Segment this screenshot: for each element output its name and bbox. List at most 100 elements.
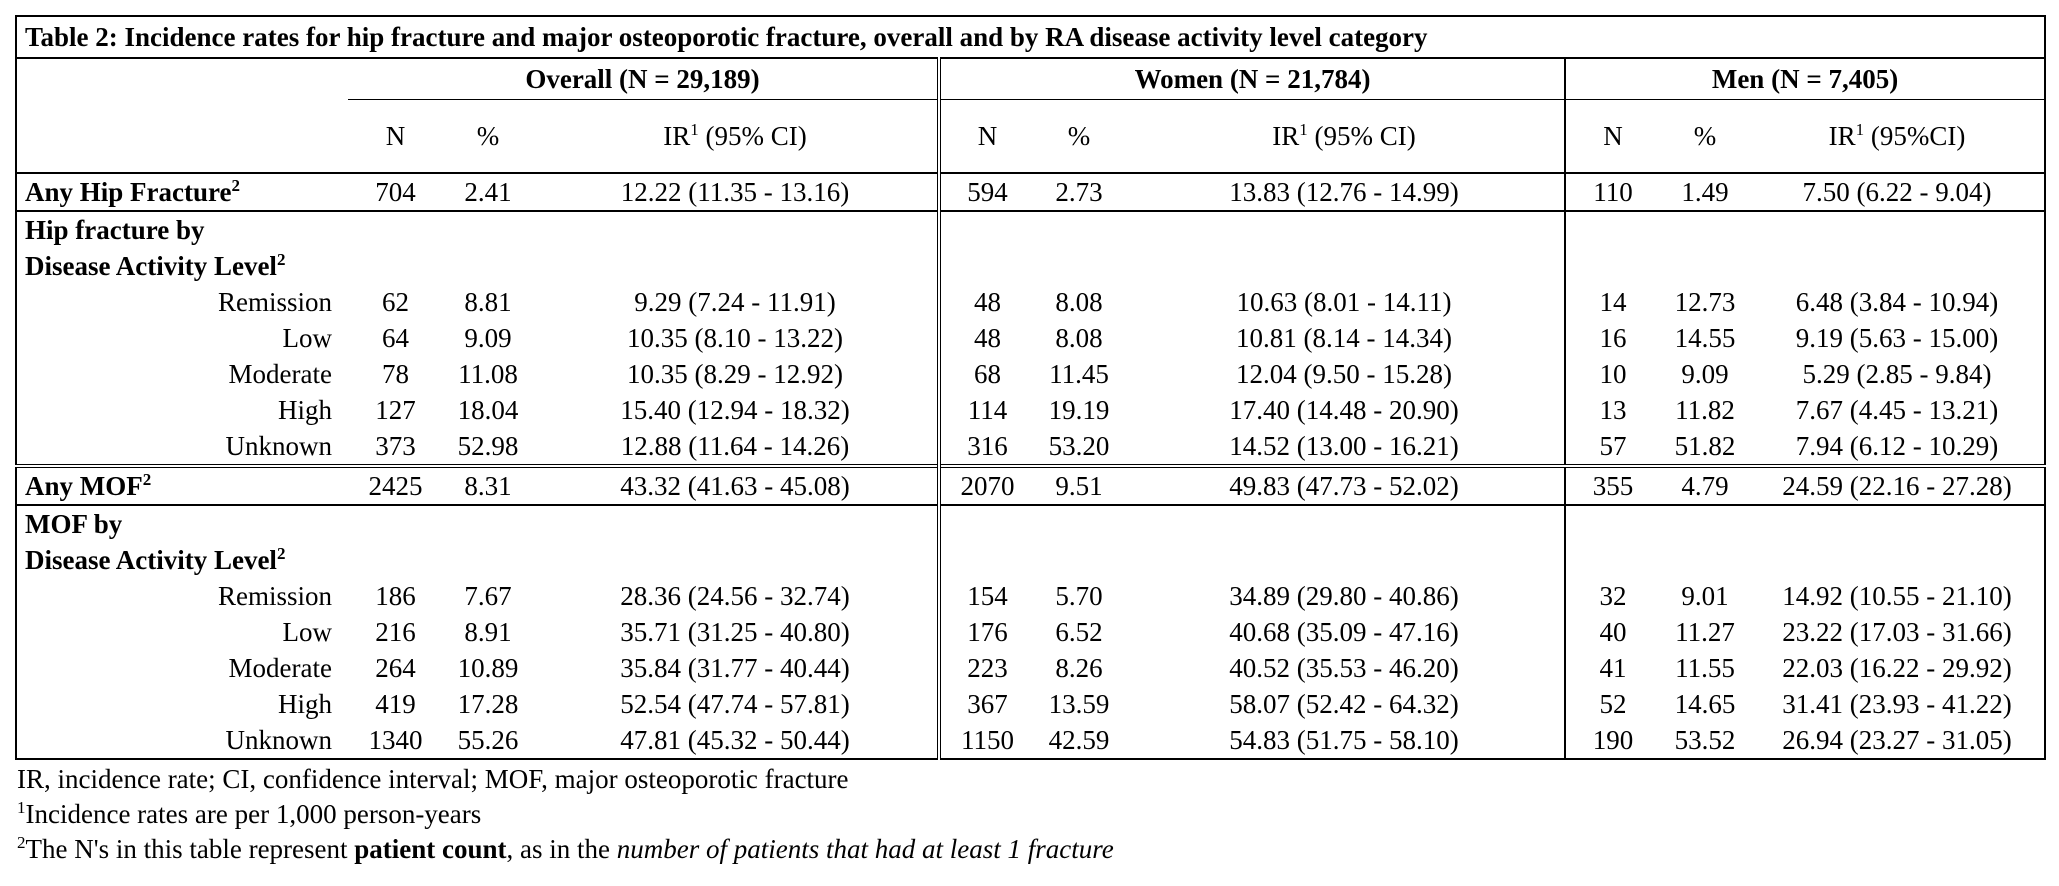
footnote-2-text-b: , as in the <box>506 834 617 864</box>
cell-ir-women: 49.83 (47.73 - 52.02) <box>1124 464 1566 505</box>
empty-cell <box>1124 542 1566 578</box>
row-label-category: Remission <box>15 284 348 320</box>
cell-n-women: 48 <box>974 287 1001 317</box>
cell-ir-overall: 35.84 (31.77 - 40.44) <box>533 650 941 686</box>
row-label-category: Low <box>15 614 348 650</box>
empty-cell <box>533 210 941 248</box>
cell-pct-men: 14.55 <box>1674 323 1736 353</box>
empty-cell <box>443 210 533 248</box>
cell-n-overall: 64 <box>382 323 409 353</box>
empty-cell <box>939 542 1034 578</box>
table-container: Table 2: Incidence rates for hip fractur… <box>14 15 2047 867</box>
footnote-ref: 2 <box>276 544 286 563</box>
table-row: Unknown 1340 55.26 47.81 (45.32 - 50.44) 115… <box>15 722 2047 760</box>
empty-cell <box>533 504 941 542</box>
empty-cell <box>1750 248 2047 284</box>
cell-ir-women: 10.63 (8.01 - 14.11) <box>1124 284 1566 320</box>
row-label-category: Unknown <box>15 722 348 760</box>
cell-n-women: 114 <box>967 395 1008 425</box>
cell-n-overall: 62 <box>382 287 409 317</box>
cell-ir-men: 5.29 (2.85 - 9.84) <box>1750 356 2047 392</box>
cell-ir-men: 9.19 (5.63 - 15.00) <box>1750 320 2047 356</box>
subheader-n-women: N <box>977 121 998 151</box>
label-text: Any MOF <box>25 471 143 501</box>
cell-ir-women: 34.89 (29.80 - 40.86) <box>1124 578 1566 614</box>
empty-cell <box>443 504 533 542</box>
table-row: Disease Activity Level2 <box>15 542 2047 578</box>
empty-cell <box>443 542 533 578</box>
table-row: Remission 186 7.67 28.36 (24.56 - 32.74) 154… <box>15 578 2047 614</box>
cell-pct-overall: 9.09 <box>464 323 512 353</box>
cell-pct-overall: 2.41 <box>443 172 533 211</box>
table-row: Remission 62 8.81 9.29 (7.24 - 11.91) 48 8.08… <box>15 284 2047 320</box>
footnote-1-marker: 1 <box>17 798 26 817</box>
cell-n-overall: 419 <box>375 689 416 719</box>
footnote-1-text: Incidence rates are per 1,000 person-yea… <box>25 799 482 829</box>
table-row: Low 64 9.09 10.35 (8.10 - 13.22) 48 8.08 10.81… <box>15 320 2047 356</box>
cell-n-men: 41 <box>1599 653 1627 683</box>
cell-ir-women: 54.83 (51.75 - 58.10) <box>1124 722 1566 760</box>
cell-n-overall: 216 <box>375 617 416 647</box>
empty-cell <box>348 504 443 542</box>
cell-pct-women: 53.20 <box>1048 431 1110 461</box>
empty-cell <box>1034 248 1124 284</box>
cell-pct-overall: 8.31 <box>443 464 533 505</box>
table-row: Disease Activity Level2 <box>15 248 2047 284</box>
table-row: Moderate 264 10.89 35.84 (31.77 - 40.44) 223… <box>15 650 2047 686</box>
cell-pct-men: 14.65 <box>1674 689 1736 719</box>
subheader-pct-men: % <box>1693 121 1717 151</box>
cell-n-men: 110 <box>1565 172 1660 211</box>
row-label-mof-activity: Disease Activity Level2 <box>15 542 348 578</box>
empty-cell <box>1565 504 1660 542</box>
cell-pct-overall: 52.98 <box>457 431 519 461</box>
cell-pct-men: 12.73 <box>1674 287 1736 317</box>
cell-ir-overall: 10.35 (8.10 - 13.22) <box>533 320 941 356</box>
row-label-any-mof: Any MOF2 <box>15 464 348 505</box>
subheader-n-men: N <box>1603 121 1623 151</box>
cell-n-women: 594 <box>939 172 1034 211</box>
cell-n-men: 190 <box>1565 722 1660 760</box>
cell-pct-overall: 17.28 <box>457 689 519 719</box>
empty-cell <box>1565 210 1660 248</box>
empty-cell <box>1124 248 1566 284</box>
empty-cell <box>1750 504 2047 542</box>
empty-cell <box>348 210 443 248</box>
subheader-ir-women: IR1 (95% CI) <box>1124 99 1566 173</box>
footnote-ref: 1 <box>1855 120 1865 139</box>
group-header-men: Men (N = 7,405) <box>1565 58 2047 100</box>
cell-pct-women: 42.59 <box>1034 722 1124 760</box>
row-label-category: Unknown <box>15 428 348 466</box>
empty-cell <box>348 248 443 284</box>
cell-ir-men: 7.67 (4.45 - 13.21) <box>1750 392 2047 428</box>
subheader-ir-overall: IR1 (95% CI) <box>533 99 941 173</box>
footnote-2-marker: 2 <box>17 833 26 852</box>
cell-pct-men: 9.01 <box>1681 581 1729 611</box>
footnote-1: 1Incidence rates are per 1,000 person-ye… <box>17 797 2044 832</box>
cell-pct-women: 6.52 <box>1055 617 1103 647</box>
cell-ir-overall: 52.54 (47.74 - 57.81) <box>533 686 941 722</box>
empty-cell <box>1034 542 1124 578</box>
table-row: Unknown 373 52.98 12.88 (11.64 - 14.26) 316 5… <box>15 428 2047 466</box>
cell-ir-men: 31.41 (23.93 - 41.22) <box>1750 686 2047 722</box>
cell-ir-men: 6.48 (3.84 - 10.94) <box>1750 284 2047 320</box>
cell-pct-overall: 8.91 <box>464 617 512 647</box>
empty-cell <box>443 248 533 284</box>
table-row: Hip fracture by <box>15 210 2047 248</box>
cell-n-men: 13 <box>1599 395 1627 425</box>
footnote-ref: 2 <box>276 250 286 269</box>
ir-text: IR <box>1828 121 1856 151</box>
cell-ir-overall: 12.22 (11.35 - 13.16) <box>533 172 941 211</box>
cell-pct-men: 11.27 <box>1675 617 1735 647</box>
row-label-category: Moderate <box>15 356 348 392</box>
footnote-abbreviations: IR, incidence rate; CI, confidence inter… <box>17 764 849 794</box>
cell-ir-overall: 43.32 (41.63 - 45.08) <box>533 464 941 505</box>
row-label-hip-activity: Disease Activity Level2 <box>15 248 348 284</box>
cell-ir-women: 10.81 (8.14 - 14.34) <box>1124 320 1566 356</box>
ir-text: IR <box>1272 121 1300 151</box>
cell-ir-overall: 15.40 (12.94 - 18.32) <box>533 392 941 428</box>
cell-ir-men: 7.94 (6.12 - 10.29) <box>1750 428 2047 466</box>
cell-ir-men: 26.94 (23.27 - 31.05) <box>1750 722 2047 760</box>
cell-pct-men: 51.82 <box>1674 431 1736 461</box>
subheader-pct-women: % <box>1067 121 1091 151</box>
cell-pct-women: 11.45 <box>1049 359 1109 389</box>
